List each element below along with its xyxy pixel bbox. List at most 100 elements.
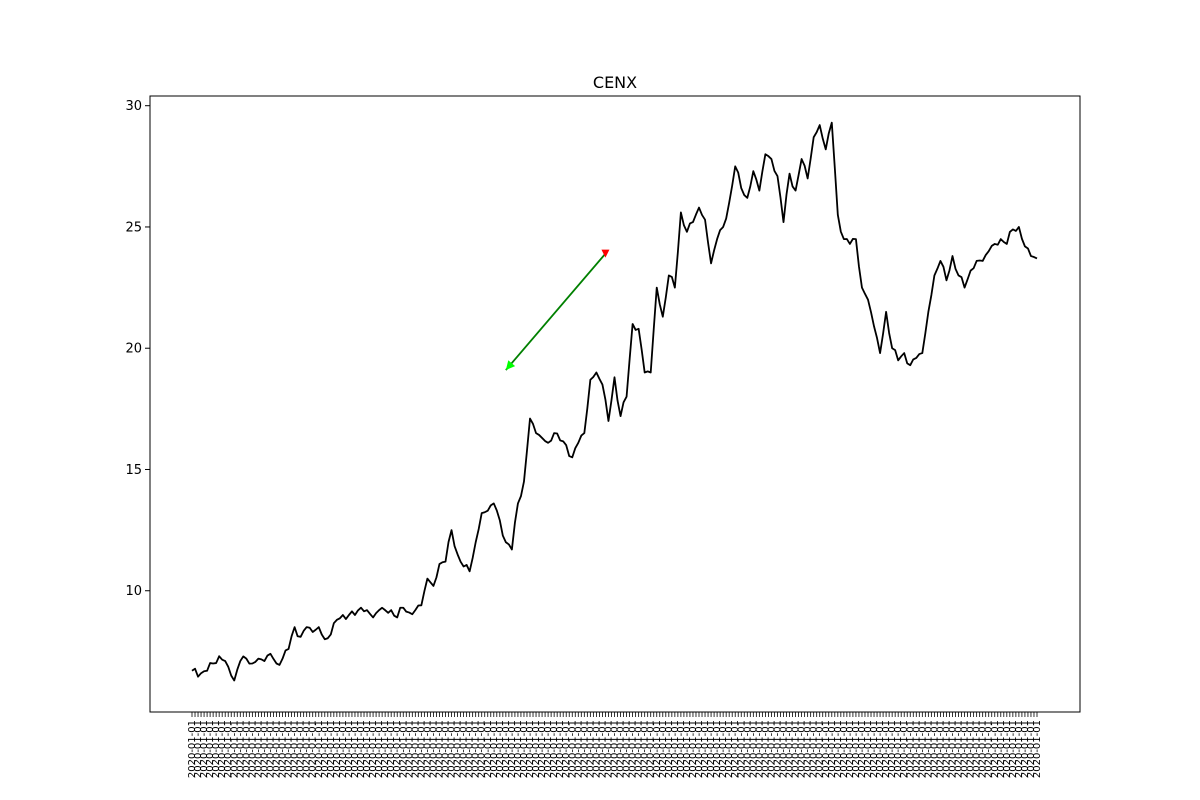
x-tick-label: 2020-01-01 — [187, 720, 198, 778]
x-tick-label: 2020-01-01 — [434, 720, 445, 778]
x-tick-label: 2020-01-01 — [815, 720, 826, 778]
x-tick-label: 2020-01-01 — [314, 720, 325, 778]
buy-marker — [505, 360, 516, 371]
x-tick-label: 2020-01-01 — [1032, 720, 1043, 778]
x-tick-label: 2020-01-01 — [905, 720, 916, 778]
x-tick-label: 2020-01-01 — [766, 720, 777, 778]
x-tick-label: 2020-01-01 — [561, 720, 572, 778]
x-tick-label: 2020-01-01 — [954, 720, 965, 778]
x-tick-label: 2020-01-01 — [1026, 720, 1037, 778]
x-tick-label: 2020-01-01 — [839, 720, 850, 778]
x-tick-label: 2020-01-01 — [712, 720, 723, 778]
x-tick-label: 2020-01-01 — [893, 720, 904, 778]
x-tick-label: 2020-01-01 — [742, 720, 753, 778]
x-tick-label: 2020-01-01 — [278, 720, 289, 778]
x-tick-label: 2020-01-01 — [477, 720, 488, 778]
x-tick-label: 2020-01-01 — [706, 720, 717, 778]
x-tick-label: 2020-01-01 — [501, 720, 512, 778]
x-tick-label: 2020-01-01 — [1002, 720, 1013, 778]
x-tick-label: 2020-01-01 — [404, 720, 415, 778]
x-tick-label: 2020-01-01 — [495, 720, 506, 778]
x-tick-label: 2020-01-01 — [199, 720, 210, 778]
x-tick-label: 2020-01-01 — [573, 720, 584, 778]
x-tick-label: 2020-01-01 — [392, 720, 403, 778]
x-tick-label: 2020-01-01 — [760, 720, 771, 778]
x-tick-label: 2020-01-01 — [754, 720, 765, 778]
x-tick-label: 2020-01-01 — [350, 720, 361, 778]
x-tick-label: 2020-01-01 — [652, 720, 663, 778]
x-tick-label: 2020-01-01 — [1014, 720, 1025, 778]
x-tick-label: 2020-01-01 — [972, 720, 983, 778]
x-tick-label: 2020-01-01 — [718, 720, 729, 778]
x-tick-label: 2020-01-01 — [941, 720, 952, 778]
x-tick-label: 2020-01-01 — [507, 720, 518, 778]
x-tick-label: 2020-01-01 — [688, 720, 699, 778]
x-tick-label: 2020-01-01 — [368, 720, 379, 778]
trade-arrow-line — [505, 253, 607, 371]
x-tick-label: 2020-01-01 — [205, 720, 216, 778]
x-tick-label: 2020-01-01 — [555, 720, 566, 778]
x-tick-label: 2020-01-01 — [217, 720, 228, 778]
x-tick-label: 2020-01-01 — [410, 720, 421, 778]
x-tick-label: 2020-01-01 — [845, 720, 856, 778]
x-tick-label: 2020-01-01 — [362, 720, 373, 778]
x-tick-label: 2020-01-01 — [929, 720, 940, 778]
x-tick-label: 2020-01-01 — [724, 720, 735, 778]
x-tick-label: 2020-01-01 — [332, 720, 343, 778]
x-tick-label: 2020-01-01 — [344, 720, 355, 778]
x-tick-label: 2020-01-01 — [465, 720, 476, 778]
x-tick-label: 2020-01-01 — [803, 720, 814, 778]
y-tick-label: 15 — [125, 463, 142, 478]
x-tick-label: 2020-01-01 — [459, 720, 470, 778]
x-tick-label: 2020-01-01 — [833, 720, 844, 778]
x-tick-label: 2020-01-01 — [978, 720, 989, 778]
x-tick-label: 2020-01-01 — [911, 720, 922, 778]
x-tick-label: 2020-01-01 — [622, 720, 633, 778]
x-tick-label: 2020-01-01 — [646, 720, 657, 778]
x-tick-label: 2020-01-01 — [960, 720, 971, 778]
y-tick-label: 25 — [125, 220, 142, 235]
chart-title: CENX — [593, 73, 637, 92]
x-tick-label: 2020-01-01 — [235, 720, 246, 778]
x-tick-label: 2020-01-01 — [579, 720, 590, 778]
x-tick-label: 2020-01-01 — [1020, 720, 1031, 778]
x-tick-label: 2020-01-01 — [519, 720, 530, 778]
x-tick-label: 2020-01-01 — [682, 720, 693, 778]
x-tick-label: 2020-01-01 — [374, 720, 385, 778]
x-tick-label: 2020-01-01 — [453, 720, 464, 778]
x-tick-label: 2020-01-01 — [616, 720, 627, 778]
y-tick-label: 10 — [125, 584, 142, 599]
x-tick-label: 2020-01-01 — [634, 720, 645, 778]
x-tick-label: 2020-01-01 — [610, 720, 621, 778]
x-tick-label: 2020-01-01 — [543, 720, 554, 778]
x-tick-label: 2020-01-01 — [887, 720, 898, 778]
x-tick-label: 2020-01-01 — [670, 720, 681, 778]
x-tick-label: 2020-01-01 — [272, 720, 283, 778]
x-tick-label: 2020-01-01 — [398, 720, 409, 778]
x-tick-label: 2020-01-01 — [591, 720, 602, 778]
x-tick-label: 2020-01-01 — [211, 720, 222, 778]
x-tick-label: 2020-01-01 — [597, 720, 608, 778]
x-tick-label: 2020-01-01 — [531, 720, 542, 778]
plot-area — [191, 121, 1038, 682]
x-tick-label: 2020-01-01 — [386, 720, 397, 778]
x-tick-label: 2020-01-01 — [658, 720, 669, 778]
x-tick-label: 2020-01-01 — [984, 720, 995, 778]
x-tick-label: 2020-01-01 — [628, 720, 639, 778]
x-tick-label: 2020-01-01 — [785, 720, 796, 778]
x-tick-label: 2020-01-01 — [567, 720, 578, 778]
x-tick-label: 2020-01-01 — [772, 720, 783, 778]
x-tick-label: 2020-01-01 — [223, 720, 234, 778]
x-tick-label: 2020-01-01 — [694, 720, 705, 778]
x-tick-label: 2020-01-01 — [917, 720, 928, 778]
x-tick-label: 2020-01-01 — [797, 720, 808, 778]
x-tick-label: 2020-01-01 — [483, 720, 494, 778]
x-tick-label: 2020-01-01 — [525, 720, 536, 778]
x-tick-label: 2020-01-01 — [736, 720, 747, 778]
x-tick-label: 2020-01-01 — [471, 720, 482, 778]
x-tick-label: 2020-01-01 — [380, 720, 391, 778]
x-tick-label: 2020-01-01 — [441, 720, 452, 778]
x-tick-label: 2020-01-01 — [881, 720, 892, 778]
x-tick-label: 2020-01-01 — [899, 720, 910, 778]
